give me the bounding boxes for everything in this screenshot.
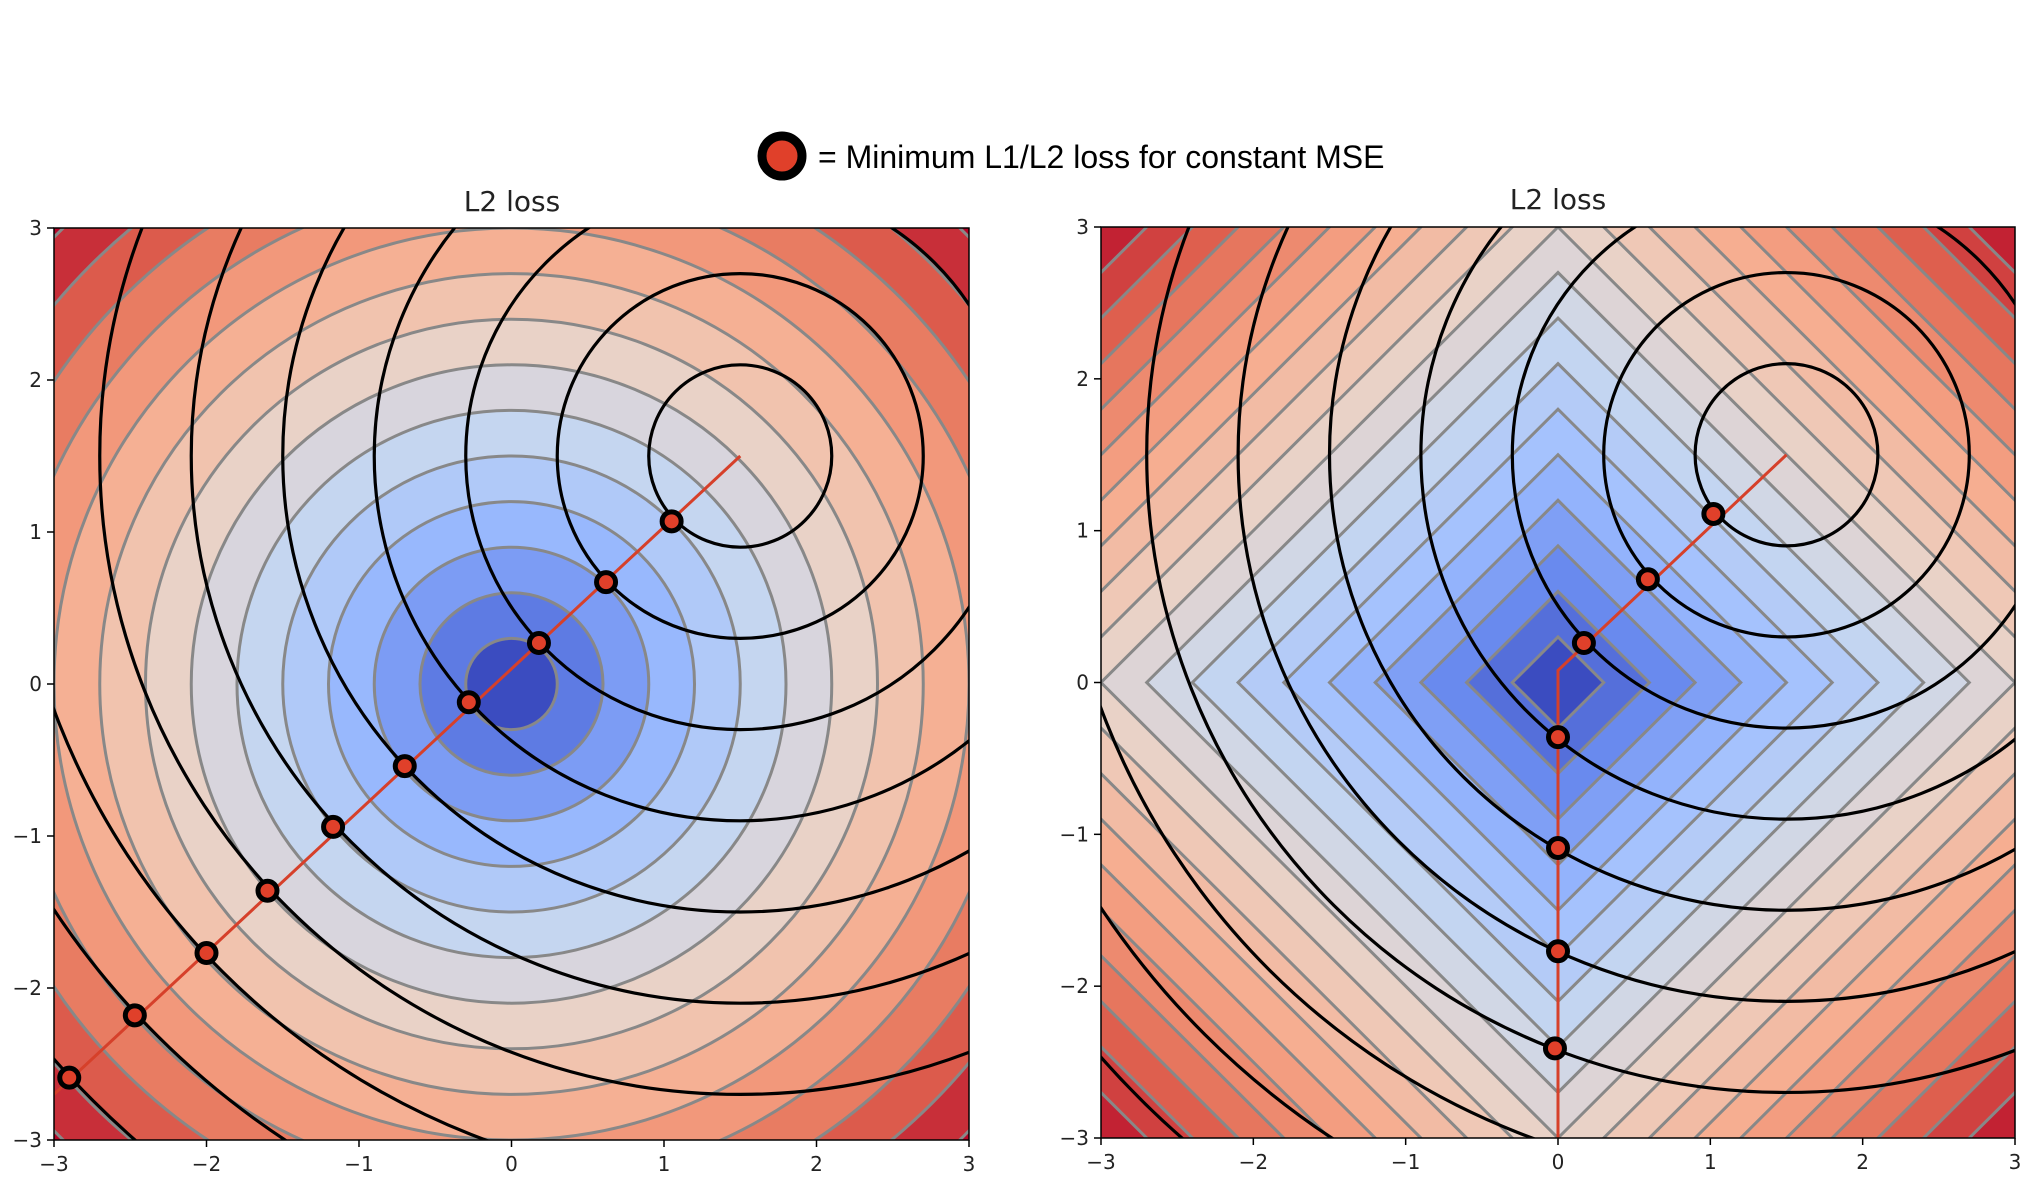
optimum-point — [594, 570, 619, 595]
optimum-point — [57, 1065, 82, 1090]
optimum-point — [1546, 725, 1570, 750]
optimum-point — [1546, 939, 1570, 964]
mse-contour — [1145, 227, 2015, 1094]
regularizer-contour — [1327, 452, 1789, 913]
optimum-point — [1635, 567, 1660, 592]
right-panel: L2 loss −3 −2 −1 0 1 2 3 −3 −2 −1 0 1 2 3 — [1060, 183, 2022, 1174]
mse-contour — [1236, 227, 2015, 1003]
legend-label: = Minimum L1/L2 loss for constant MSE — [818, 139, 1384, 175]
regularizer-contour — [1281, 407, 1835, 958]
mse-contour — [1419, 227, 2015, 821]
optimum-path-line — [1556, 453, 1788, 1138]
regularizer-contour — [144, 317, 879, 1051]
mse-contour — [464, 228, 969, 732]
x-tick-label: 2 — [810, 1152, 823, 1176]
y-tick-label: −2 — [1060, 974, 1089, 998]
y-tick-label: −1 — [1060, 822, 1089, 846]
optimum-point — [255, 878, 280, 903]
x-tick-label: 1 — [658, 1152, 671, 1176]
regularizer-contour — [1510, 634, 1606, 731]
regularizer-contour — [1101, 227, 2015, 1138]
x-tick-label: 3 — [963, 1152, 976, 1176]
mse-contour — [1693, 362, 1880, 548]
x-tick-label: 3 — [2009, 1150, 2022, 1174]
x-tick-label: 2 — [1856, 1150, 1869, 1174]
plot-area — [54, 228, 969, 1140]
mse-contour — [189, 228, 969, 1005]
regularizer-contour — [464, 636, 559, 732]
optimum-point — [122, 1003, 147, 1028]
optimum-point — [1546, 835, 1570, 860]
y-tick-label: 2 — [1076, 367, 1089, 391]
regularizer-contour — [189, 363, 834, 1005]
y-tick-label: −2 — [13, 976, 42, 1000]
mse-contour — [647, 363, 834, 549]
regularizer-contour — [1373, 498, 1743, 867]
optimum-point — [1701, 501, 1726, 526]
optimum-point — [1571, 631, 1596, 656]
filled-contours — [54, 228, 969, 1140]
regularizer-contour — [98, 272, 925, 1096]
x-tick-label: 0 — [505, 1152, 518, 1176]
right-panel-title: L2 loss — [1510, 183, 1606, 216]
x-tick-label: −2 — [1239, 1150, 1268, 1174]
regularizer-contour — [1418, 543, 1698, 822]
optimum-point — [526, 630, 551, 655]
mse-contour — [372, 228, 969, 823]
regularizer-contour — [372, 545, 651, 823]
y-tick-label: 3 — [29, 216, 42, 240]
x-tick-label: −2 — [192, 1152, 221, 1176]
regularizer-contour — [1101, 227, 2015, 1138]
regularizer-contour — [1101, 227, 2015, 1138]
optimum-point — [392, 754, 417, 779]
y-tick-label: 0 — [1076, 671, 1089, 695]
x-tick-label: 1 — [1704, 1150, 1717, 1174]
optimum-point — [321, 814, 346, 839]
regularizer-contour — [1101, 227, 2015, 1138]
optimum-point — [456, 690, 481, 715]
x-tick-label: −3 — [1086, 1150, 1115, 1174]
y-tick-label: 1 — [29, 520, 42, 544]
mse-contour — [555, 272, 925, 640]
mse-contour — [1510, 227, 2015, 730]
left-panel: L2 loss −3 −2 −1 0 1 2 3 −3 −2 −1 0 1 2 3 — [13, 185, 976, 1176]
optimum-point — [1542, 1036, 1567, 1061]
mse-contour — [1602, 270, 1971, 639]
regularizer-contour — [1101, 227, 2015, 1138]
regularizer-contour — [327, 500, 696, 868]
x-tick-label: −1 — [1391, 1150, 1420, 1174]
y-tick-label: 2 — [29, 368, 42, 392]
regularizer-contour — [1464, 589, 1652, 776]
x-tick-label: −3 — [39, 1152, 68, 1176]
x-tick-label: 0 — [1552, 1150, 1565, 1174]
mse-contour — [281, 228, 969, 914]
regularizer-contour — [1190, 315, 1926, 1050]
y-tick-label: 1 — [1076, 519, 1089, 543]
regularizer-contour-lines — [54, 228, 969, 1140]
optimum-point — [194, 941, 219, 966]
x-tick-label: −1 — [344, 1152, 373, 1176]
y-tick-label: 3 — [1076, 215, 1089, 239]
legend: = Minimum L1/L2 loss for constant MSE — [757, 131, 1384, 181]
mse-contour — [1328, 227, 2015, 912]
mse-contour — [98, 228, 969, 1096]
regularizer-contour — [418, 591, 605, 777]
regularizer-contour-lines — [1101, 227, 2015, 1138]
y-tick-label: −3 — [13, 1128, 42, 1152]
regularizer-contour — [281, 454, 742, 914]
mse-contour-lines — [54, 228, 969, 1140]
legend-marker — [757, 131, 807, 181]
regularizer-contour — [235, 408, 788, 960]
mse-contour-lines — [1101, 227, 2015, 1138]
y-tick-label: −1 — [13, 824, 42, 848]
filled-level — [465, 638, 558, 730]
y-tick-label: −3 — [1060, 1126, 1089, 1150]
left-panel-title: L2 loss — [464, 185, 560, 218]
regularizer-contour — [1144, 270, 1972, 1095]
plot-area — [1101, 227, 2015, 1138]
optimum-point — [659, 509, 684, 534]
y-tick-label: 0 — [29, 672, 42, 696]
